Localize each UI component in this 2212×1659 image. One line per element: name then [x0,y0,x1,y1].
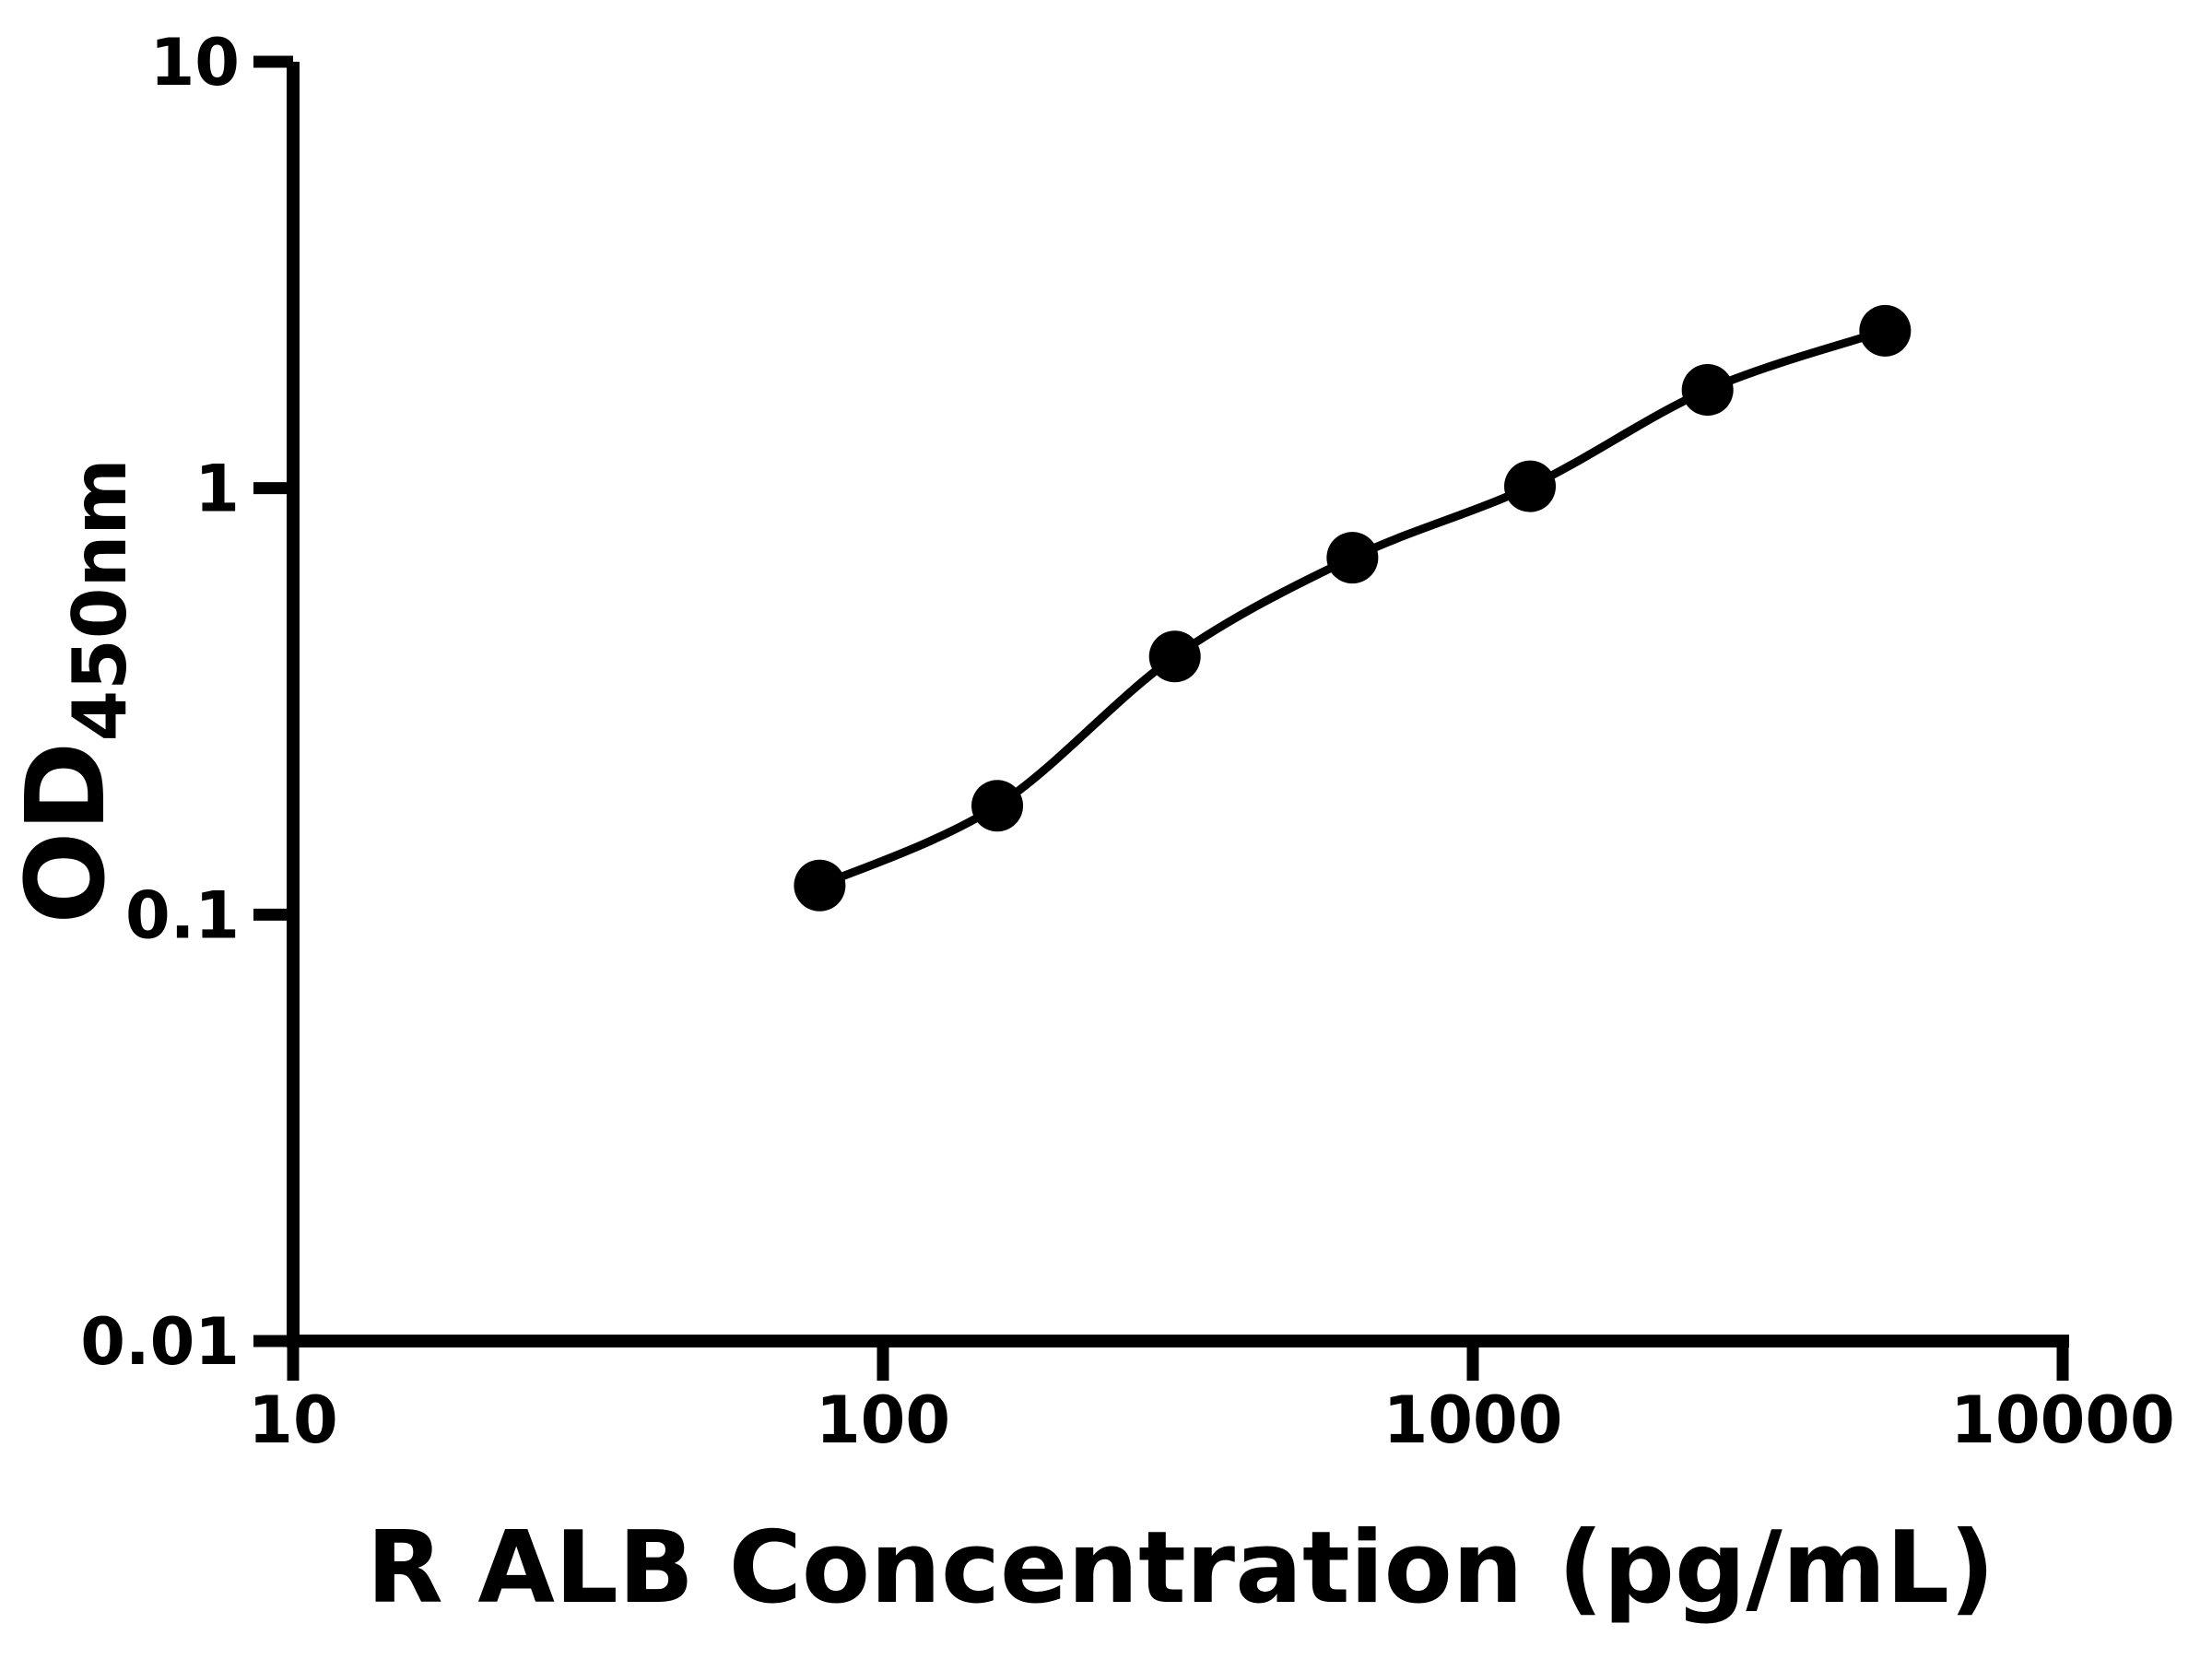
data-point-6 [1859,304,1912,357]
data-point-1 [971,780,1024,832]
x-tick-label-100: 100 [816,1382,950,1458]
tick-labels: 10 100 1000 10000 10 1 0.1 0.01 [80,25,2174,1458]
data-point-4 [1504,460,1557,512]
y-tick-label-0.01: 0.01 [80,1304,240,1380]
y-axis-title-main: OD [2,742,129,924]
data-point-5 [1681,364,1734,417]
data-point-3 [1326,532,1379,584]
x-tick-label-10: 10 [248,1382,337,1458]
x-axis-title: R ALB Concentration (pg/mL) [367,1511,1995,1626]
y-axis-title-subscript: 450nm [57,458,143,741]
data-point-2 [1148,630,1201,683]
y-tick-label-0.1: 0.1 [125,877,240,953]
data-point-0 [794,859,846,912]
x-tick-label-10000: 10000 [1950,1382,2175,1458]
y-tick-label-1: 1 [194,452,240,527]
x-tick-label-1000: 1000 [1383,1382,1563,1458]
axes [253,55,2069,1381]
y-axis-title: OD450nm [2,458,143,924]
y-tick-label-10: 10 [150,25,240,100]
data-points-group [794,304,1912,912]
